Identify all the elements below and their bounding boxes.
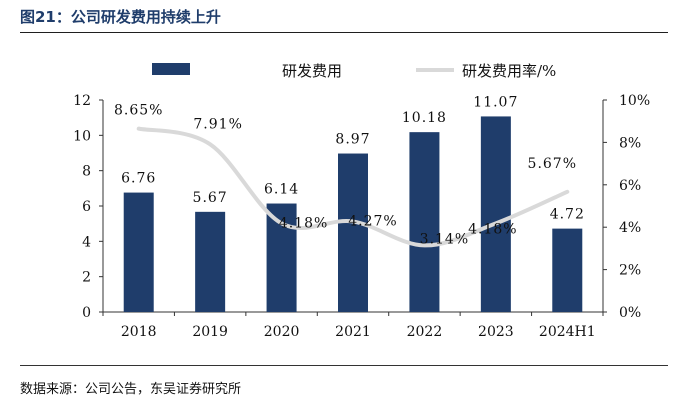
- right-tick-label: 6%: [619, 178, 641, 194]
- line-series: [136, 126, 570, 248]
- bar-2018: [123, 192, 154, 312]
- data-labels: 6.76 5.67 6.14 8.97 10.18 11.07 4.72 8.65% 7.91%…: [114, 94, 585, 247]
- bar-value-label: 6.76: [121, 171, 156, 187]
- right-tick-label: 2%: [619, 263, 641, 279]
- rd-rate-line: [136, 126, 570, 248]
- top-rule: [20, 32, 668, 33]
- left-tick-label: 12: [73, 93, 91, 109]
- x-tick-label: 2024H1: [539, 324, 596, 340]
- right-tick-label: 10%: [619, 93, 650, 109]
- bar-2024H1: [552, 228, 583, 312]
- line-value-label: 4.27%: [348, 213, 397, 229]
- line-value-label: 8.65%: [114, 103, 163, 119]
- bar-value-label: 11.07: [473, 94, 518, 110]
- left-tick-label: 4: [82, 234, 91, 250]
- source-note: 数据来源：公司公告，东吴证券研究所: [20, 382, 242, 397]
- legend: 研发费用 研发费用率/%: [152, 62, 556, 80]
- line-value-label: 3.14%: [420, 231, 469, 247]
- axes: 0 2 4 6 8 10 12 0% 2% 4% 6% 8% 10% 2018 2019 2020 2021 20…: [73, 93, 650, 340]
- bar-value-label: 4.72: [550, 207, 585, 223]
- bottom-rule: [20, 365, 668, 366]
- line-value-label: 4.18%: [279, 215, 328, 231]
- line-value-label: 7.91%: [193, 116, 242, 132]
- bar-value-label: 6.14: [264, 182, 299, 198]
- left-tick-label: 0: [82, 305, 91, 321]
- x-tick-label: 2020: [264, 324, 300, 340]
- right-tick-label: 4%: [619, 220, 641, 236]
- left-tick-label: 8: [82, 164, 91, 180]
- x-tick-label: 2018: [121, 324, 157, 340]
- bar-2019: [195, 211, 226, 312]
- line-value-label: 5.67%: [528, 156, 577, 172]
- legend-bar-swatch: [152, 63, 190, 75]
- left-tick-label: 6: [82, 199, 91, 215]
- bar-2021: [338, 153, 368, 312]
- line-value-label: 4.18%: [468, 221, 517, 237]
- bar-2023: [480, 116, 511, 313]
- right-tick-label: 8%: [619, 135, 641, 151]
- x-tick-label: 2023: [478, 324, 514, 340]
- x-tick-label: 2021: [335, 324, 371, 340]
- bar-value-label: 8.97: [335, 132, 370, 148]
- x-tick-label: 2022: [407, 324, 443, 340]
- figure-title: 图21：公司研发费用持续上升: [20, 8, 221, 26]
- right-tick-label: 0%: [619, 305, 641, 321]
- legend-line-label: 研发费用率/%: [462, 62, 556, 80]
- x-tick-label: 2019: [192, 324, 228, 340]
- legend-bar-label: 研发费用: [282, 62, 342, 80]
- bar-value-label: 5.67: [193, 190, 228, 206]
- bar-2022: [409, 132, 440, 312]
- bar-series: [123, 116, 583, 313]
- left-tick-label: 10: [73, 128, 91, 144]
- left-tick-label: 2: [82, 270, 91, 286]
- bar-value-label: 10.18: [402, 110, 447, 126]
